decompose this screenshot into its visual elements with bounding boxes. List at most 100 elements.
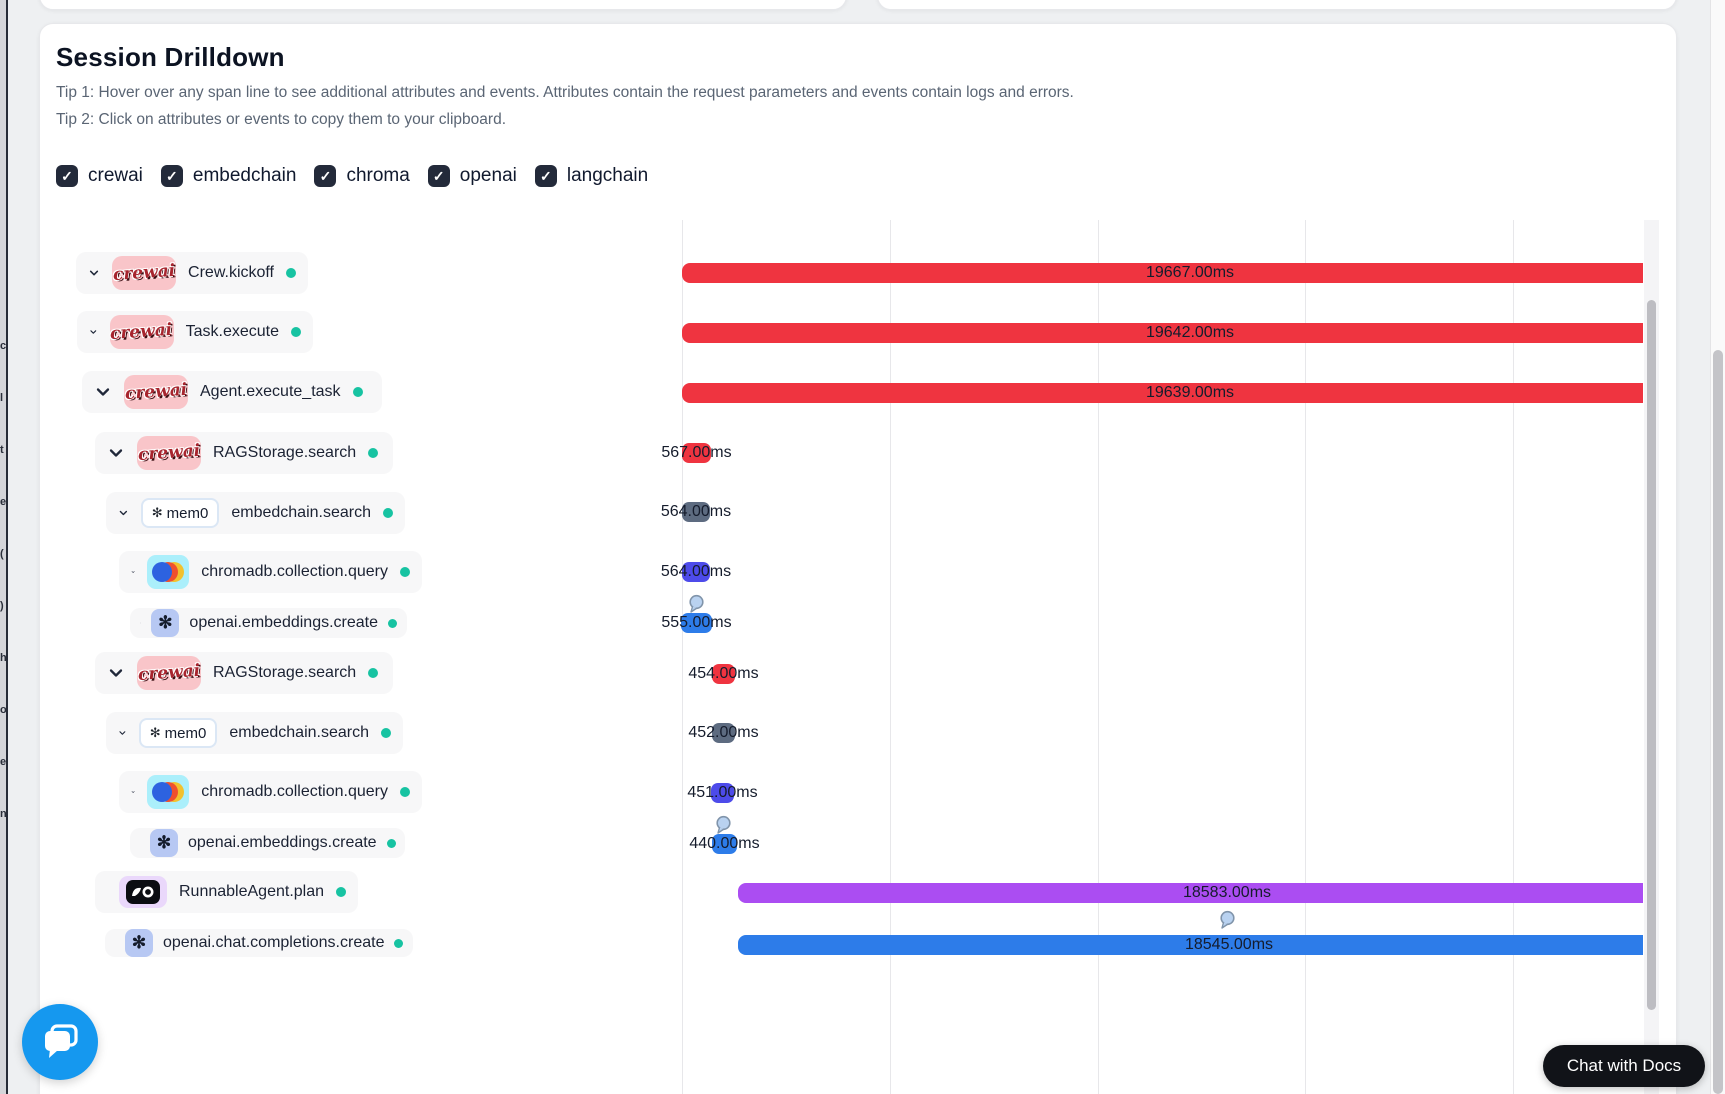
span-row-RAGStorage-search[interactable]: crewai RAGStorage.search (95, 432, 393, 474)
span-name-label: openai.embeddings.create (189, 614, 378, 631)
chat-launcher-button[interactable] (22, 1004, 98, 1080)
underlying-text-fragment: e (0, 756, 6, 768)
chevron-down-icon[interactable] (88, 264, 100, 282)
filter-checkbox-embedchain[interactable]: ✓ embedchain (160, 165, 297, 187)
filter-label: crewai (88, 165, 143, 186)
span-duration-bar[interactable] (682, 502, 710, 522)
filter-checkbox-crewai[interactable]: ✓ crewai (56, 165, 143, 187)
span-row-RAGStorage-search[interactable]: crewai RAGStorage.search (95, 652, 393, 694)
tip-2-text: Tip 2: Click on attributes or events to … (56, 111, 506, 128)
chevron-down-icon[interactable] (131, 563, 135, 581)
span-name-label: RunnableAgent.plan (179, 883, 325, 900)
span-duration-bar[interactable] (712, 723, 735, 743)
span-name-label: RAGStorage.search (213, 664, 357, 681)
filter-label: embedchain (192, 165, 297, 186)
langchain-parrot-icon (126, 880, 160, 904)
chevron-down-icon[interactable] (107, 664, 125, 682)
filter-checkbox-langchain[interactable]: ✓ langchain (534, 165, 648, 187)
span-row-chromadb-collection-query[interactable]: chromadb.collection.query (119, 551, 422, 593)
chart-vertical-scrollbar[interactable] (1644, 220, 1659, 1094)
underlying-text-fragment: ) (0, 600, 4, 612)
span-duration-bar[interactable] (682, 562, 710, 582)
tip-1-text: Tip 1: Hover over any span line to see a… (56, 84, 1074, 101)
checkbox-checked-icon[interactable]: ✓ (56, 165, 78, 187)
span-status-dot (352, 387, 363, 397)
span-status-dot (286, 268, 296, 278)
parrot-chain-glyph (132, 886, 154, 898)
chat-bubbles-icon (45, 1024, 78, 1058)
span-duration-bar[interactable] (738, 935, 1643, 955)
filter-checkbox-chroma[interactable]: ✓ chroma (314, 165, 410, 187)
crewai-logo: crewai (124, 375, 188, 409)
span-name-label: chromadb.collection.query (201, 563, 388, 580)
chart-scrollbar-thumb[interactable] (1647, 300, 1656, 1010)
span-row-Crew-kickoff[interactable]: crewai Crew.kickoff (76, 252, 308, 294)
underlying-text-fragment: c (0, 340, 6, 352)
span-duration-bar[interactable] (682, 323, 1643, 343)
span-status-dot (291, 327, 301, 337)
event-bubble-icon[interactable] (714, 815, 733, 835)
crewai-wordmark: crewai (137, 660, 201, 686)
mem0-flower-icon: ✻ (149, 725, 161, 740)
tree-corner-icon (140, 622, 142, 624)
crewai-wordmark: crewai (137, 440, 201, 466)
span-name-label: Agent.execute_task (200, 383, 341, 400)
span-duration-bar[interactable] (712, 834, 737, 854)
span-row-RunnableAgent-plan[interactable]: RunnableAgent.plan (95, 871, 358, 913)
window-scrollbar-thumb[interactable] (1713, 350, 1723, 1094)
chevron-down-icon[interactable] (131, 783, 135, 801)
span-status-dot (386, 838, 396, 848)
checkbox-checked-icon[interactable]: ✓ (427, 165, 450, 187)
span-row-Task-execute[interactable]: crewai Task.execute (77, 311, 313, 353)
checkbox-checked-icon[interactable]: ✓ (534, 165, 557, 187)
span-row-openai-embeddings-create[interactable]: ✻ openai.embeddings.create (130, 608, 407, 638)
window-scrollbar[interactable] (1710, 0, 1725, 1094)
span-duration-bar[interactable] (712, 664, 735, 684)
span-row-embedchain-search[interactable]: ✻ mem0 embedchain.search (106, 492, 405, 534)
underlying-text-fragment: l (0, 392, 4, 404)
span-duration-bar[interactable] (682, 263, 1643, 283)
underlying-text-fragment: e (0, 496, 6, 508)
top-card-right (877, 0, 1677, 10)
mem0-flower-icon: ✻ (151, 505, 163, 520)
crewai-logo: crewai (137, 436, 201, 470)
span-duration-bar[interactable] (738, 883, 1643, 903)
span-row-embedchain-search[interactable]: ✻ mem0 embedchain.search (106, 712, 403, 754)
span-row-Agent-execute_task[interactable]: crewai Agent.execute_task (82, 371, 382, 413)
openai-logo: ✻ (125, 929, 153, 957)
chroma-logo (147, 555, 190, 589)
chat-with-docs-button[interactable]: Chat with Docs (1543, 1045, 1705, 1087)
event-bubble-icon[interactable] (687, 594, 706, 614)
event-bubble-icon[interactable] (1218, 910, 1237, 930)
span-name-label: Task.execute (185, 323, 279, 340)
panel-edge-line (5, 0, 8, 1094)
chevron-down-icon[interactable] (118, 724, 127, 742)
chevron-down-icon[interactable] (89, 323, 98, 341)
span-status-dot (381, 728, 391, 738)
chroma-circles-icon (152, 562, 185, 582)
filter-checkbox-openai[interactable]: ✓ openai (427, 165, 517, 187)
chevron-down-icon[interactable] (94, 383, 112, 401)
underlying-text-fragment: n (0, 808, 6, 820)
span-status-dot (368, 668, 379, 678)
span-duration-bar[interactable] (681, 613, 712, 633)
span-row-chromadb-collection-query[interactable]: chromadb.collection.query (119, 771, 422, 813)
span-name-label: RAGStorage.search (213, 444, 357, 461)
chevron-down-icon[interactable] (107, 444, 125, 462)
span-status-dot (388, 618, 397, 628)
checkbox-checked-icon[interactable]: ✓ (160, 165, 183, 187)
span-row-openai-embeddings-create[interactable]: ✻ openai.embeddings.create (130, 828, 405, 858)
span-status-dot (400, 567, 410, 577)
checkbox-checked-icon[interactable]: ✓ (314, 165, 337, 187)
span-name-label: Crew.kickoff (188, 264, 274, 281)
span-row-openai-chat-completions-create[interactable]: ✻ openai.chat.completions.create (105, 929, 413, 957)
span-status-dot (394, 938, 404, 948)
span-duration-bar[interactable] (711, 783, 734, 803)
span-duration-bar[interactable] (682, 443, 711, 463)
span-duration-bar[interactable] (682, 383, 1643, 403)
span-name-label: embedchain.search (231, 504, 371, 521)
time-gridline (682, 220, 683, 1094)
underlying-text-fragment: h (0, 652, 6, 664)
chevron-down-icon[interactable] (118, 504, 129, 522)
top-card-left (39, 0, 847, 10)
